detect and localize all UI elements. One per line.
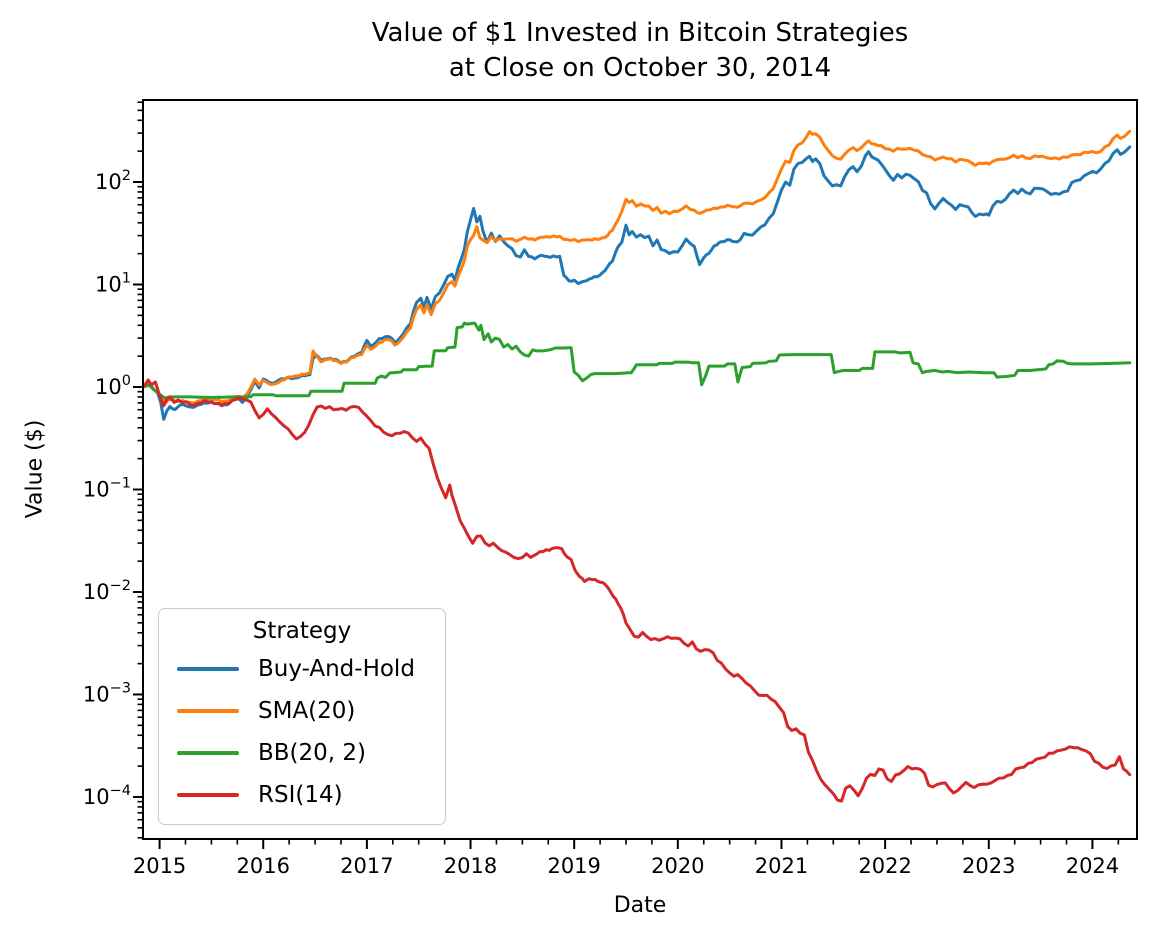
series-line-rsi-14 xyxy=(141,378,1132,803)
legend-item-label: RSI(14) xyxy=(258,782,343,808)
legend-item-label: BB(20, 2) xyxy=(258,740,367,766)
axes-spines xyxy=(142,99,1138,840)
y-tick-label-10e-1: 10−1 xyxy=(83,475,131,501)
legend-line-swatch xyxy=(177,708,239,714)
legend: Strategy Buy-And-Hold SMA(20) BB(20, 2) RSI… xyxy=(158,608,446,825)
x-tick-label-2018: 2018 xyxy=(444,854,497,878)
x-axis-label: Date xyxy=(613,893,667,918)
chart-title-line1: Value of $1 Invested in Bitcoin Strategi… xyxy=(371,18,909,48)
legend-items: Buy-And-Hold SMA(20) BB(20, 2) RSI(14) xyxy=(169,648,435,816)
x-tick-label-2017: 2017 xyxy=(340,854,393,878)
x-tick-label-2015: 2015 xyxy=(133,854,186,878)
series-line-sma-20 xyxy=(141,129,1132,405)
x-tick-label-2020: 2020 xyxy=(651,854,704,878)
legend-item: BB(20, 2) xyxy=(169,732,435,774)
legend-item-label: Buy-And-Hold xyxy=(258,656,415,682)
x-tick-label-2023: 2023 xyxy=(962,854,1015,878)
chart-title: Value of $1 Invested in Bitcoin Strategi… xyxy=(143,16,1137,86)
legend-title: Strategy xyxy=(252,618,352,644)
legend-item: RSI(14) xyxy=(169,774,435,816)
x-tick-label-2022: 2022 xyxy=(858,854,911,878)
y-tick-label-10e-4: 10−4 xyxy=(83,783,131,809)
y-tick-label-10e1: 101 xyxy=(95,270,131,296)
legend-line-swatch xyxy=(177,750,239,756)
y-axis-label: Value ($) xyxy=(22,419,48,519)
legend-item: SMA(20) xyxy=(169,690,435,732)
x-tick-label-2016: 2016 xyxy=(237,854,290,878)
x-tick-label-2019: 2019 xyxy=(547,854,600,878)
x-tick-label-2021: 2021 xyxy=(755,854,808,878)
legend-line-swatch xyxy=(177,792,239,798)
legend-line-swatch xyxy=(177,666,239,672)
y-tick-label-10e2: 102 xyxy=(95,168,131,194)
series-line-buy-and-hold xyxy=(141,145,1132,421)
chart-title-line2: at Close on October 30, 2014 xyxy=(448,53,832,83)
legend-item-label: SMA(20) xyxy=(258,698,356,724)
x-tick-label-2024: 2024 xyxy=(1066,854,1119,878)
legend-item: Buy-And-Hold xyxy=(169,648,435,690)
y-tick-label-10e-3: 10−3 xyxy=(83,680,131,706)
series-line-bb-20-2 xyxy=(141,321,1132,400)
y-tick-label-10e0: 100 xyxy=(95,373,131,399)
y-tick-label-10e-2: 10−2 xyxy=(83,578,131,604)
